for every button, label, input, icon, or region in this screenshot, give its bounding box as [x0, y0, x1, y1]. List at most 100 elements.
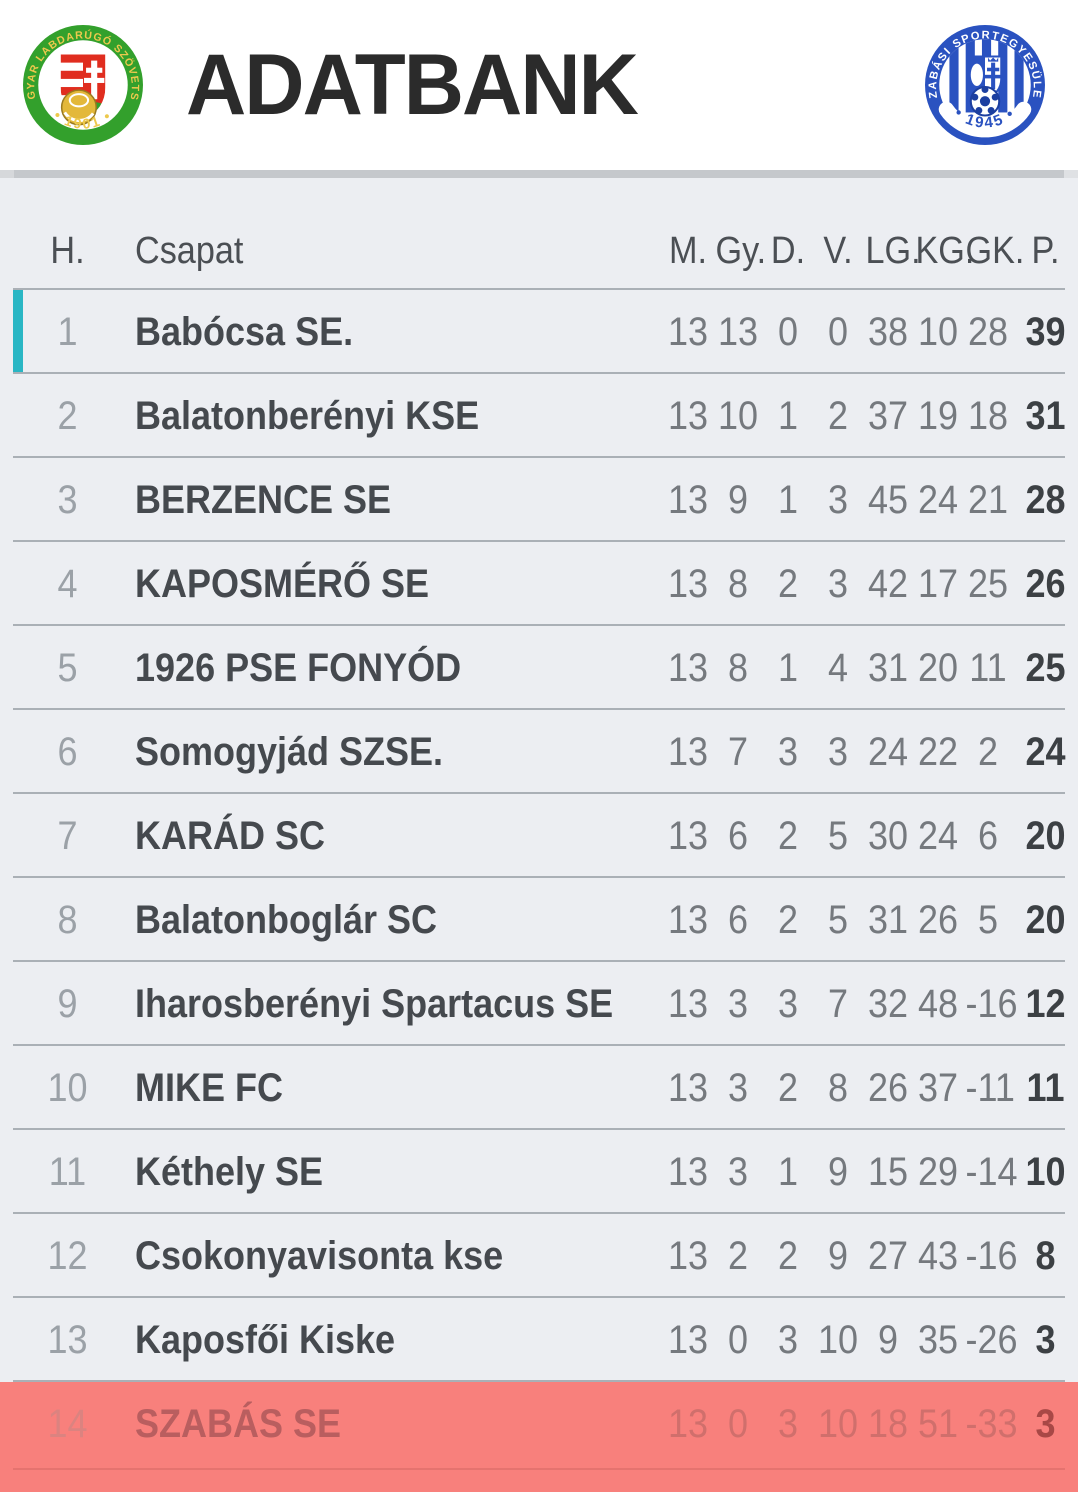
scrollbar-left-cap — [0, 170, 14, 178]
matches-cell: 13 — [667, 1401, 709, 1446]
table-row[interactable]: 12 Csokonyavisonta kse 13 2 2 9 27 43 -1… — [0, 1214, 1078, 1298]
team-name-cell: Balatonboglár SC — [135, 897, 438, 942]
position-cell: 2 — [57, 393, 78, 438]
goals-against-cell: 17 — [917, 561, 959, 606]
team-name-cell: Kaposfői Kiske — [135, 1317, 396, 1362]
points-cell: 11 — [1026, 1065, 1065, 1110]
standings-table: H. Csapat M. Gy. D. V. LG. KG. GK. P. 1 … — [0, 178, 1078, 1492]
matches-cell: 13 — [667, 1317, 709, 1362]
goal-diff-cell: -33 — [965, 1401, 1018, 1446]
goals-against-cell: 48 — [917, 981, 959, 1026]
goals-against-cell: 26 — [917, 897, 959, 942]
draws-cell: 3 — [777, 1317, 799, 1362]
table-row[interactable]: 7 KARÁD SC 13 6 2 5 30 24 6 20 — [0, 794, 1078, 878]
points-cell: 8 — [1035, 1233, 1056, 1278]
team-name-cell: Kéthely SE — [135, 1149, 324, 1194]
table-row[interactable]: 10 MIKE FC 13 3 2 8 26 37 -11 11 — [0, 1046, 1078, 1130]
horizontal-scrollbar[interactable] — [0, 170, 1078, 178]
draws-cell: 0 — [777, 309, 799, 354]
goal-diff-cell: 6 — [977, 813, 999, 858]
losses-cell: 10 — [817, 1401, 859, 1446]
team-name-cell: KARÁD SC — [135, 813, 326, 858]
points-cell: 28 — [1025, 477, 1066, 522]
table-row[interactable]: 8 Balatonboglár SC 13 6 2 5 31 26 5 20 — [0, 878, 1078, 962]
col-header-points: P. — [1031, 229, 1060, 272]
matches-cell: 13 — [667, 1233, 709, 1278]
goal-diff-cell: 21 — [967, 477, 1009, 522]
draws-cell: 2 — [777, 813, 799, 858]
scrollbar-right-cap — [1064, 170, 1078, 178]
matches-cell: 13 — [667, 1149, 709, 1194]
team-name-cell: Somogyjád SZSE. — [135, 729, 444, 774]
draws-cell: 1 — [777, 393, 799, 438]
losses-cell: 3 — [827, 729, 849, 774]
points-cell: 31 — [1025, 393, 1066, 438]
position-cell: 6 — [57, 729, 78, 774]
table-header-row: H. Csapat M. Gy. D. V. LG. KG. GK. P. — [0, 212, 1078, 290]
goals-against-cell: 19 — [917, 393, 959, 438]
draws-cell: 2 — [777, 1233, 799, 1278]
losses-cell: 0 — [827, 309, 849, 354]
matches-cell: 13 — [667, 981, 709, 1026]
team-name-cell: 1926 PSE FONYÓD — [135, 645, 462, 690]
col-header-wins: Gy. — [715, 229, 767, 272]
points-cell: 39 — [1025, 309, 1066, 354]
table-row[interactable]: 5 1926 PSE FONYÓD 13 8 1 4 31 20 11 25 — [0, 626, 1078, 710]
table-row[interactable]: 3 BERZENCE SE 13 9 1 3 45 24 21 28 — [0, 458, 1078, 542]
page-title: ADATBANK — [186, 36, 639, 133]
col-header-matches: M. — [669, 229, 707, 272]
goal-diff-cell: 18 — [967, 393, 1009, 438]
losses-cell: 5 — [827, 897, 849, 942]
team-name-cell: Iharosberényi Spartacus SE — [135, 981, 614, 1026]
losses-cell: 3 — [827, 561, 849, 606]
table-row[interactable]: 1 Babócsa SE. 13 13 0 0 38 10 28 39 — [0, 290, 1078, 374]
table-row[interactable]: 4 KAPOSMÉRŐ SE 13 8 2 3 42 17 25 26 — [0, 542, 1078, 626]
draws-cell: 3 — [777, 981, 799, 1026]
goal-diff-cell: 2 — [977, 729, 999, 774]
goals-against-cell: 29 — [917, 1149, 959, 1194]
table-row[interactable]: 13 Kaposfői Kiske 13 0 3 10 9 35 -26 3 — [0, 1298, 1078, 1382]
draws-cell: 2 — [777, 1065, 799, 1110]
losses-cell: 9 — [827, 1149, 849, 1194]
table-row[interactable]: 6 Somogyjád SZSE. 13 7 3 3 24 22 2 24 — [0, 710, 1078, 794]
wins-cell: 8 — [727, 561, 749, 606]
table-row[interactable]: 9 Iharosberényi Spartacus SE 13 3 3 7 32… — [0, 962, 1078, 1046]
draws-cell: 2 — [777, 561, 799, 606]
goals-for-cell: 38 — [867, 309, 909, 354]
losses-cell: 5 — [827, 813, 849, 858]
position-cell: 9 — [57, 981, 78, 1026]
goals-for-cell: 26 — [867, 1065, 909, 1110]
position-cell: 10 — [47, 1065, 88, 1110]
goals-against-cell: 37 — [917, 1065, 959, 1110]
position-cell: 7 — [57, 813, 78, 858]
position-cell: 5 — [57, 645, 78, 690]
goals-against-cell: 43 — [917, 1233, 959, 1278]
table-row[interactable]: 11 Kéthely SE 13 3 1 9 15 29 -14 10 — [0, 1130, 1078, 1214]
goal-diff-cell: -16 — [965, 1233, 1018, 1278]
table-row[interactable]: 2 Balatonberényi KSE 13 10 1 2 37 19 18 … — [0, 374, 1078, 458]
points-cell: 10 — [1025, 1149, 1066, 1194]
losses-cell: 9 — [827, 1233, 849, 1278]
matches-cell: 13 — [667, 393, 709, 438]
position-cell: 8 — [57, 897, 78, 942]
team-name-cell: Csokonyavisonta kse — [135, 1233, 504, 1278]
col-header-losses: V. — [823, 229, 853, 272]
team-name-cell: SZABÁS SE — [135, 1401, 342, 1446]
losses-cell: 3 — [827, 477, 849, 522]
goals-for-cell: 18 — [867, 1401, 909, 1446]
federation-logo-icon: MAGYAR LABDARÚGÓ SZÖVETSÉG • 1901 • — [22, 24, 144, 146]
points-cell: 20 — [1025, 813, 1066, 858]
goals-for-cell: 31 — [867, 897, 909, 942]
goal-diff-cell: 28 — [967, 309, 1009, 354]
matches-cell: 13 — [667, 477, 709, 522]
wins-cell: 10 — [717, 393, 759, 438]
wins-cell: 3 — [727, 1065, 749, 1110]
matches-cell: 13 — [667, 561, 709, 606]
col-header-goal-diff: GK. — [965, 229, 1025, 272]
table-row-relegated[interactable]: 14 SZABÁS SE 13 0 3 10 18 51 -33 3 — [0, 1382, 1078, 1492]
goals-against-cell: 24 — [917, 477, 959, 522]
goal-diff-cell: -16 — [965, 981, 1018, 1026]
wins-cell: 6 — [727, 813, 749, 858]
goal-diff-cell: 5 — [977, 897, 999, 942]
